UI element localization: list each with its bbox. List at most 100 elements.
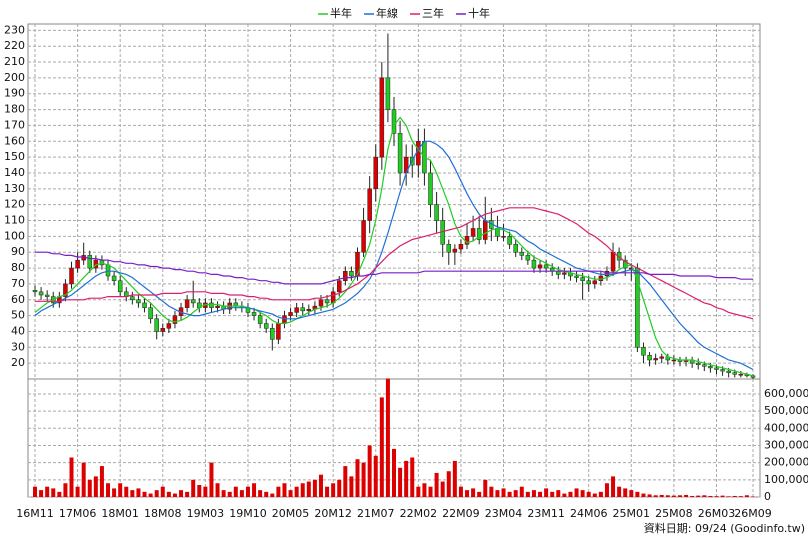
candle-body xyxy=(300,307,305,312)
volume-bar xyxy=(751,496,755,497)
volume-bar xyxy=(574,488,579,497)
candle-body xyxy=(495,228,500,237)
x-tick-label: 20M12 xyxy=(314,507,352,520)
volume-bar xyxy=(720,495,725,497)
volume-bar xyxy=(93,476,98,497)
volume-bar xyxy=(458,486,463,497)
candle-body xyxy=(470,228,476,237)
volume-bar xyxy=(586,491,591,497)
volume-bar xyxy=(598,491,603,497)
candle-body xyxy=(501,236,506,238)
candle-body xyxy=(263,323,269,329)
candle-body xyxy=(190,299,196,304)
candle-body xyxy=(446,244,452,253)
volume-bar xyxy=(653,495,658,497)
volume-bar xyxy=(45,486,50,497)
volume-bar xyxy=(264,491,269,497)
candle-body xyxy=(702,364,707,367)
x-tick-label: 24M06 xyxy=(570,507,608,520)
volume-bar xyxy=(465,490,470,497)
candle-body xyxy=(695,362,701,365)
x-tick-label: 21M07 xyxy=(357,507,395,520)
volume-bar xyxy=(355,459,360,497)
volume-bar xyxy=(525,491,530,497)
volume-bar xyxy=(483,479,488,497)
y-tick-label: 220 xyxy=(4,39,25,52)
volume-bar xyxy=(671,495,676,497)
volume-bar xyxy=(538,491,543,497)
volume-bar xyxy=(172,493,177,497)
candle-body xyxy=(130,296,135,301)
volume-bar xyxy=(57,491,62,497)
y-tick-label: 100 xyxy=(4,229,25,242)
x-tick-label: 22M09 xyxy=(442,507,480,520)
volume-bar xyxy=(343,466,348,497)
plot-frame xyxy=(27,23,761,498)
volume-tick-label: 100,000 xyxy=(764,473,808,486)
candle-body xyxy=(160,328,166,332)
candle-body xyxy=(574,275,579,278)
volume-bar xyxy=(434,472,439,497)
volume-bar xyxy=(714,496,719,497)
candle-body xyxy=(428,172,433,205)
candle-body xyxy=(507,236,512,245)
volume-tick-label: 300,000 xyxy=(764,438,808,451)
candle-body xyxy=(452,248,458,253)
volume-bar xyxy=(349,476,354,497)
volume-bar xyxy=(702,495,707,497)
y-tick-label: 170 xyxy=(4,118,25,131)
candle-body xyxy=(434,204,439,221)
volume-bar xyxy=(556,490,561,497)
volume-bar xyxy=(361,462,366,497)
volume-bar xyxy=(33,486,37,497)
volume-bar xyxy=(87,479,92,497)
volume-bar xyxy=(373,455,378,497)
volume-bar xyxy=(282,483,287,497)
volume-bar xyxy=(209,462,214,497)
candle-body xyxy=(622,259,628,269)
volume-bar xyxy=(471,488,476,497)
volume-bar xyxy=(276,486,281,497)
candle-body xyxy=(373,156,378,190)
legend-label: 三年 xyxy=(422,6,444,20)
volume-bar xyxy=(252,483,257,497)
volume-bar xyxy=(726,496,731,497)
volume-bar xyxy=(197,484,202,497)
x-tick-label: 18M08 xyxy=(144,507,182,520)
volume-bar xyxy=(422,483,427,497)
candle-body xyxy=(476,228,482,240)
volume-bar xyxy=(392,448,396,497)
candle-body xyxy=(416,141,421,166)
y-tick-label: 160 xyxy=(4,134,25,147)
volume-bar xyxy=(507,491,512,497)
candle-body xyxy=(87,255,93,269)
y-tick-label: 40 xyxy=(11,324,25,337)
candle-body xyxy=(306,309,312,312)
volume-bar xyxy=(684,494,689,497)
candle-body xyxy=(610,251,616,272)
y-tick-label: 140 xyxy=(4,166,25,179)
volume-bar xyxy=(318,474,323,497)
volume-bar xyxy=(611,476,616,497)
y-tick-label: 30 xyxy=(11,340,25,353)
candle-body xyxy=(111,275,117,281)
candle-body xyxy=(251,312,257,316)
volume-bar xyxy=(270,493,275,497)
candle-body xyxy=(732,372,737,375)
x-tick-label: 25M08 xyxy=(655,507,693,520)
y-tick-label: 120 xyxy=(4,198,25,211)
volume-bar xyxy=(404,460,409,497)
candle-body xyxy=(519,251,525,256)
candle-body xyxy=(154,318,159,332)
volume-bar xyxy=(312,479,317,497)
volume-bar xyxy=(166,491,171,497)
volume-bar xyxy=(744,495,749,497)
y-tick-label: 150 xyxy=(4,150,25,163)
volume-bar xyxy=(118,483,123,497)
candle-body xyxy=(671,359,677,362)
volume-bar xyxy=(446,471,451,497)
candle-body xyxy=(543,264,549,269)
volume-bar xyxy=(477,491,482,497)
